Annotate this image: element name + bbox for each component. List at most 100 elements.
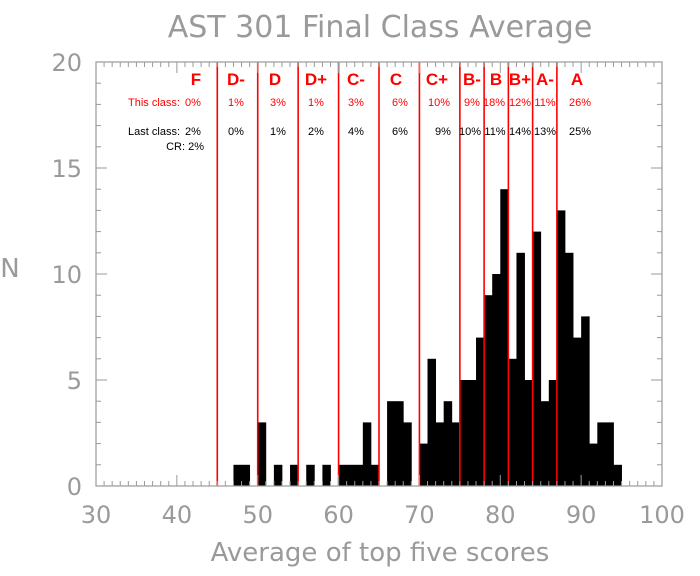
this-class-label: This class: [128,97,180,109]
grade-this-class-percent: 0% [185,97,201,109]
histogram-bar [370,464,380,486]
histogram-bar [613,464,622,486]
grade-letter: C+ [426,70,448,89]
histogram-bar [338,464,348,486]
grade-last-class-percent: 11% [484,126,505,138]
x-tick-label: 50 [242,501,273,529]
grade-this-class-percent: 10% [428,97,450,109]
histogram-bar [419,443,428,486]
histogram-bar [597,422,606,486]
last-class-label: Last class: [128,126,180,138]
x-tick-label: 70 [404,501,435,529]
grade-letter: A- [536,70,554,89]
histogram-bar [273,464,283,486]
grade-last-class-percent: 13% [534,126,556,138]
grade-last-class-percent: 25% [569,126,591,138]
grade-this-class-percent: 3% [348,97,364,109]
grade-last-class-percent: 14% [509,126,531,138]
grade-last-class-percent: 10% [459,126,481,138]
histogram-bar [459,380,469,486]
grade-last-class-percent: 9% [435,126,451,138]
histogram-bar [233,464,242,486]
histogram-bar [451,422,461,486]
plot-axes: 30 40 50 60 70 80 90 100 0 5 10 15 20 [51,49,684,529]
histogram-bar [427,358,436,486]
histogram-bars [233,189,622,486]
grade-letter: D+ [305,70,327,89]
x-tick-label: 40 [162,501,193,529]
grade-this-class-percent: 1% [308,97,324,109]
histogram-bar [548,380,558,486]
grade-this-class-percent: 12% [509,97,531,109]
histogram-bar [564,252,574,486]
grade-letter: B- [463,70,481,89]
histogram-bar [556,210,566,486]
grade-letter: B [490,70,502,89]
grade-this-class-percent: 9% [464,97,480,109]
y-tick-label: 20 [51,49,82,77]
grade-this-class-percent: 26% [569,97,591,109]
histogram-bar [540,401,550,486]
grade-last-class-percent: 2% [308,126,324,138]
grade-last-class-percent: 2% [185,126,201,138]
histogram-bar [306,464,315,486]
grade-letter: F [191,70,201,89]
grade-this-class-percent: 3% [270,97,286,109]
histogram-bar [435,422,445,486]
histogram-bar [387,401,396,486]
grade-letter: B+ [509,70,531,89]
histogram-bar [524,380,534,486]
grade-last-class-percent: 6% [392,126,408,138]
histogram-bar [532,231,542,486]
y-tick-label: 10 [51,261,82,289]
grade-annotations: This class: Last class: F 0% 2% D- 1% 0% D 3% 1% D+… [128,70,591,153]
histogram-bar [322,464,331,486]
histogram-bar [484,295,493,486]
histogram-bar [605,422,614,486]
x-tick-label: 60 [323,501,354,529]
chart-title: AST 301 Final Class Average [168,10,593,45]
x-axis-label: Average of top five scores [211,538,550,568]
grade-this-class-percent: 1% [228,97,244,109]
histogram-bar [589,443,598,486]
histogram-bar [492,274,501,486]
grade-last-class-percent: 0% [228,126,244,138]
y-tick-label: 5 [67,367,82,395]
x-tick-label: 90 [566,501,597,529]
x-tick-label: 30 [81,501,112,529]
histogram-bar [354,464,364,486]
cr-percent: CR: 2% [166,141,204,153]
histogram-bar [362,422,372,486]
histogram-bar [500,189,509,486]
grade-letter: A [571,70,583,89]
y-axis-label: N [0,254,19,284]
grade-letter: D- [227,70,245,89]
y-tick-label: 0 [67,473,82,501]
grade-this-class-percent: 11% [534,97,555,109]
histogram-bar [508,358,517,486]
x-tick-label: 100 [639,501,685,529]
grade-cutoff-lines [216,62,558,486]
grade-last-class-percent: 4% [348,126,364,138]
grade-letter: D [269,70,281,89]
grade-this-class-percent: 6% [392,97,408,109]
histogram-bar [241,464,251,486]
histogram-bar [476,337,485,486]
histogram-bar [346,464,356,486]
y-tick-label: 15 [51,155,82,183]
histogram-bar [395,401,404,486]
histogram-bar [581,316,590,486]
histogram-bar [467,380,477,486]
grade-last-class-percent: 1% [270,126,286,138]
grade-letter: C- [347,70,365,89]
histogram-bar [290,464,299,486]
histogram-bar [257,422,267,486]
histogram-bar [403,422,412,486]
histogram-bar [573,337,582,486]
grade-this-class-percent: 18% [483,97,505,109]
grade-letter: C [390,70,402,89]
histogram-bar [516,252,525,486]
histogram-bar [443,401,453,486]
